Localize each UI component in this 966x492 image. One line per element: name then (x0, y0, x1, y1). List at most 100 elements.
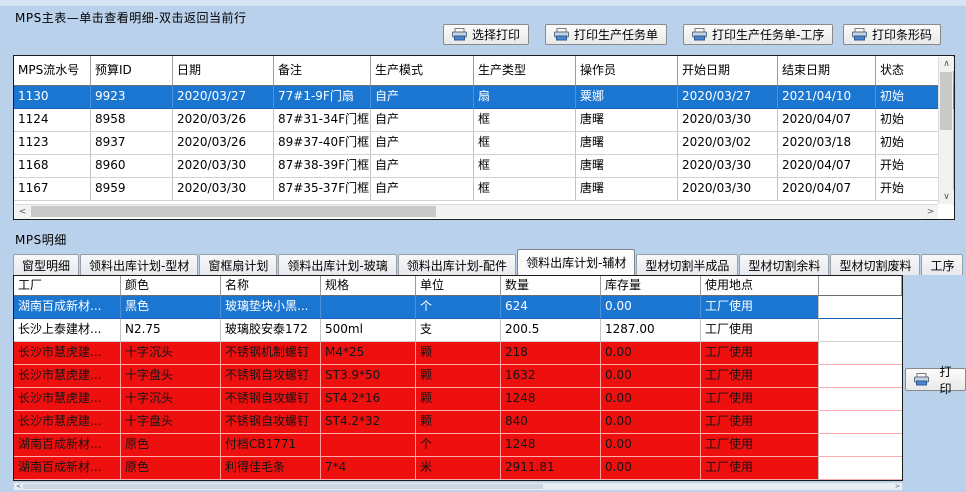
scroll-left-icon[interactable]: < (15, 483, 22, 490)
cell[interactable]: 2020/03/18 (778, 132, 876, 155)
tab[interactable]: 窗框扇计划 (199, 254, 278, 275)
table-row[interactable]: 湖南百成新材... 原色 利得佳毛条 7*4 米 2911.81 0.00 工厂使用 (14, 457, 902, 480)
cell[interactable]: 2020/03/30 (678, 178, 778, 201)
column-header[interactable]: 生产模式 (371, 56, 474, 86)
table-row[interactable]: 长沙市慧虎建... 十字盘头 不锈钢自攻螺钉 ST3.9*50 颗 1632 0.00 工厂使… (14, 365, 902, 388)
column-header[interactable]: 备注 (274, 56, 371, 86)
cell[interactable]: 2020/03/27 (678, 86, 778, 109)
column-header[interactable]: 预算ID (91, 56, 173, 86)
cell[interactable]: 2020/03/30 (678, 109, 778, 132)
cell[interactable]: 十字沉头 (121, 342, 221, 365)
scroll-down-icon[interactable]: ∨ (939, 190, 954, 204)
cell[interactable]: 8960 (91, 155, 173, 178)
cell[interactable]: 黑色 (121, 296, 221, 319)
cell[interactable]: 0.00 (601, 365, 701, 388)
cell[interactable]: 2020/03/26 (173, 132, 274, 155)
scroll-thumb[interactable] (23, 484, 543, 489)
cell[interactable]: 米 (416, 457, 501, 480)
cell[interactable]: 0.00 (601, 411, 701, 434)
vertical-scrollbar[interactable]: ∧ ∨ (938, 57, 954, 204)
cell[interactable]: 自产 (371, 109, 474, 132)
scroll-right-icon[interactable]: > (894, 483, 901, 490)
column-header[interactable]: 名称 (221, 276, 321, 296)
column-header[interactable]: 单位 (416, 276, 501, 296)
table-row[interactable]: 湖南百成新材... 原色 付档CB1771 个 1248 0.00 工厂使用 (14, 434, 902, 457)
cell[interactable]: 1248 (501, 388, 601, 411)
tab[interactable]: 窗型明细 (13, 254, 80, 275)
tab[interactable]: 领料出库计划-配件 (397, 254, 517, 275)
tab[interactable]: 领料出库计划-玻璃 (278, 254, 397, 275)
cell[interactable] (321, 296, 416, 319)
cell[interactable]: 十字沉头 (121, 388, 221, 411)
print-task-order-process-button[interactable]: 打印生产任务单-工序 (683, 24, 834, 45)
cell[interactable]: 200.5 (501, 319, 601, 342)
cell[interactable]: 0.00 (601, 296, 701, 319)
cell[interactable]: 唐曙 (576, 109, 678, 132)
cell[interactable]: 不锈钢自攻螺钉 (221, 411, 321, 434)
cell[interactable]: 不锈钢机制螺钉 (221, 342, 321, 365)
table-row[interactable]: 长沙市慧虎建... 十字盘头 不锈钢自攻螺钉 ST4.2*32 颗 840 0.00 工厂使用 (14, 411, 902, 434)
column-header[interactable]: 开始日期 (678, 56, 778, 86)
tab[interactable]: 领料出库计划-型材 (80, 254, 199, 275)
column-header[interactable]: 使用地点 (701, 276, 819, 296)
cell[interactable]: 颗 (416, 365, 501, 388)
cell[interactable]: 工厂使用 (701, 342, 819, 365)
cell[interactable]: 原色 (121, 457, 221, 480)
table-row[interactable]: 1123 8937 2020/03/26 89#37-40F门框 自产框唐曙 2020/0… (14, 132, 954, 155)
cell[interactable]: 框 (474, 155, 576, 178)
cell[interactable]: 初始 (876, 86, 954, 109)
cell[interactable]: 1167 (14, 178, 91, 201)
table-row[interactable]: 长沙市慧虎建... 十字沉头 不锈钢自攻螺钉 ST4.2*16 颗 1248 0.00 工厂使… (14, 388, 902, 411)
column-header[interactable]: 生产类型 (474, 56, 576, 86)
table-row[interactable]: 1130 9923 2020/03/27 77#1-9F门扇 自产扇粟娜 2020/03/… (14, 86, 954, 109)
horizontal-scrollbar[interactable]: < > (15, 204, 938, 219)
scroll-left-icon[interactable]: < (15, 205, 30, 219)
tab[interactable]: 型材切割半成品 (636, 254, 739, 275)
cell[interactable]: 长沙上泰建材... (14, 319, 121, 342)
cell[interactable]: ST3.9*50 (321, 365, 416, 388)
select-print-button[interactable]: 选择打印 (443, 24, 530, 45)
cell[interactable]: 初始 (876, 109, 954, 132)
cell[interactable]: 1168 (14, 155, 91, 178)
cell[interactable]: 框 (474, 109, 576, 132)
cell[interactable]: 89#37-40F门框 (274, 132, 371, 155)
cell[interactable]: 0.00 (601, 457, 701, 480)
cell[interactable]: 2911.81 (501, 457, 601, 480)
cell[interactable]: 2020/03/30 (173, 178, 274, 201)
cell[interactable]: 2020/04/07 (778, 155, 876, 178)
cell[interactable]: 87#35-37F门框 (274, 178, 371, 201)
cell[interactable]: 工厂使用 (701, 388, 819, 411)
cell[interactable]: 颗 (416, 342, 501, 365)
column-header[interactable]: 工厂 (14, 276, 121, 296)
cell[interactable]: 工厂使用 (701, 434, 819, 457)
column-header[interactable]: MPS流水号 (14, 56, 91, 86)
cell[interactable]: N2.75 (121, 319, 221, 342)
cell[interactable]: 87#31-34F门框 (274, 109, 371, 132)
cell[interactable]: 1287.00 (601, 319, 701, 342)
cell[interactable]: 1632 (501, 365, 601, 388)
cell[interactable]: 2020/04/07 (778, 178, 876, 201)
cell[interactable]: 1123 (14, 132, 91, 155)
cell[interactable]: 0.00 (601, 434, 701, 457)
scroll-right-icon[interactable]: > (923, 205, 938, 219)
cell[interactable]: 十字盘头 (121, 411, 221, 434)
cell[interactable]: 218 (501, 342, 601, 365)
cell[interactable]: 自产 (371, 132, 474, 155)
tab[interactable]: 型材切割余料 (739, 254, 830, 275)
cell[interactable]: 长沙市慧虎建... (14, 342, 121, 365)
cell[interactable]: 唐曙 (576, 178, 678, 201)
column-header[interactable]: 日期 (173, 56, 274, 86)
cell[interactable]: 框 (474, 178, 576, 201)
cell[interactable]: 不锈钢自攻螺钉 (221, 388, 321, 411)
column-header[interactable]: 规格 (321, 276, 416, 296)
cell[interactable]: 0.00 (601, 342, 701, 365)
cell[interactable]: 玻璃胶安泰172 (221, 319, 321, 342)
detail-horizontal-scrollbar[interactable]: < > (13, 482, 903, 491)
cell[interactable]: 十字盘头 (121, 365, 221, 388)
cell[interactable]: 湖南百成新材... (14, 296, 121, 319)
scroll-up-icon[interactable]: ∧ (939, 57, 954, 71)
cell[interactable]: 唐曙 (576, 132, 678, 155)
cell[interactable]: 工厂使用 (701, 296, 819, 319)
cell[interactable]: 长沙市慧虎建... (14, 388, 121, 411)
tab[interactable]: 型材切割废料 (830, 254, 921, 275)
